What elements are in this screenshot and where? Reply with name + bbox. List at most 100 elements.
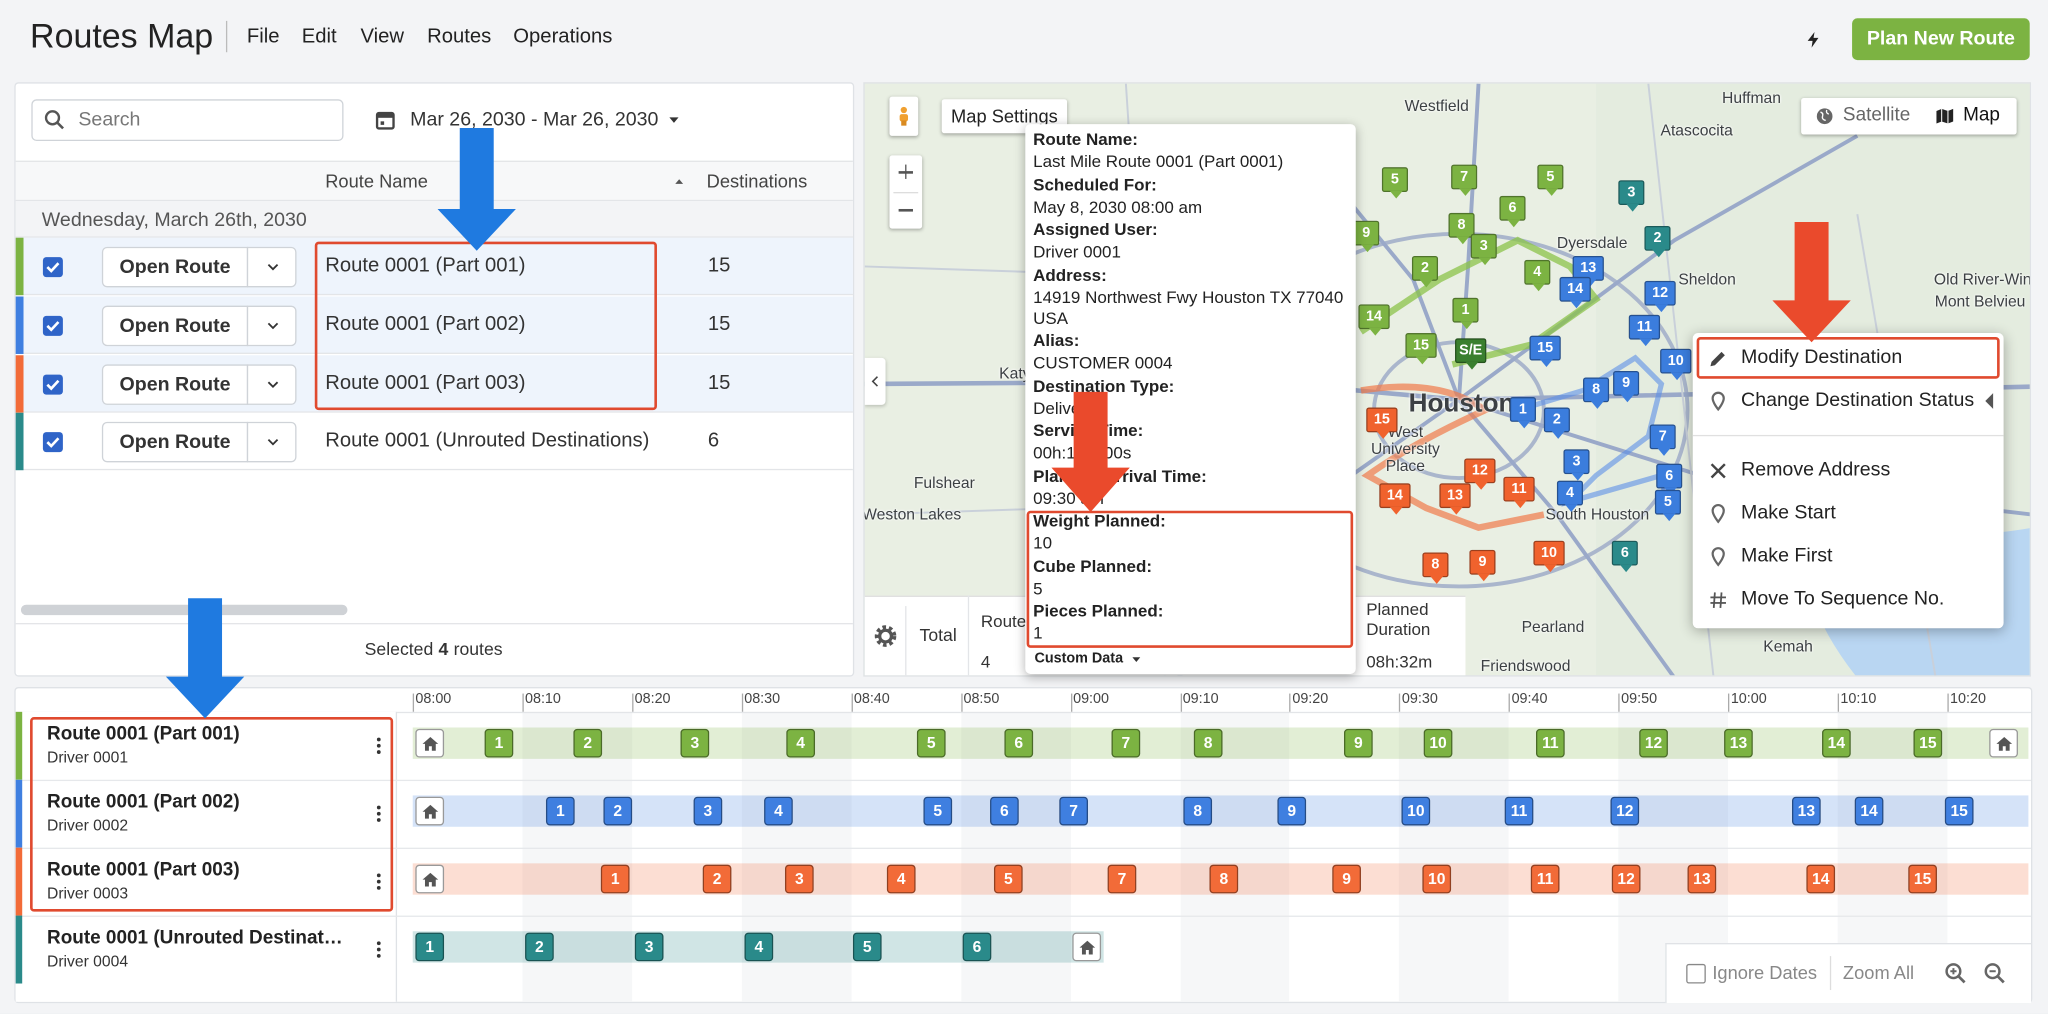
map-marker[interactable]: 8 [1448,212,1475,245]
context-menu-item[interactable]: Change Destination Status [1741,389,1975,412]
date-range[interactable]: Mar 26, 2030 - Mar 26, 2030 [410,108,659,131]
map-marker[interactable]: 1 [1509,397,1536,429]
timeline-stop[interactable]: 9 [1343,728,1373,758]
map-marker[interactable]: 5 [1654,489,1681,522]
timeline-stop[interactable]: 12 [1610,796,1640,826]
context-menu-item[interactable]: Modify Destination [1741,346,1903,369]
route-checkbox[interactable] [41,255,63,277]
timeline-stop[interactable]: 12 [1611,864,1641,894]
timeline-stop[interactable]: 4 [786,728,816,758]
map-marker[interactable]: 6 [1656,463,1683,496]
map-marker[interactable]: 6 [1611,540,1638,573]
menu-item[interactable]: Operations [513,25,613,48]
map-type-satellite[interactable]: Satellite [1842,104,1911,126]
map-marker[interactable]: 9 [1613,370,1640,403]
map-marker[interactable]: 15 [1529,335,1561,368]
context-menu-item[interactable]: Remove Address [1741,458,1891,481]
open-route-button[interactable]: Open Route [101,305,249,347]
timeline-stop[interactable]: 8 [1193,728,1223,758]
timeline-stop[interactable]: 6 [1004,728,1034,758]
map-marker[interactable]: 8 [1422,552,1449,584]
timeline-stop[interactable]: 12 [1639,728,1668,758]
map-marker[interactable]: 5 [1381,167,1408,199]
timeline-stop[interactable]: 5 [852,932,882,962]
open-route-button[interactable]: Open Route [101,246,249,288]
map-marker[interactable]: 12 [1464,458,1496,490]
map-marker[interactable]: 10 [1533,540,1565,573]
plan-new-route-button[interactable]: Plan New Route [1852,18,2030,61]
timeline-stop[interactable]: 1 [600,864,630,894]
timeline-stop[interactable]: 13 [1724,728,1753,758]
timeline-stop[interactable]: 4 [886,864,916,894]
timeline-stop[interactable]: 3 [693,796,723,826]
map-marker[interactable]: 14 [1559,276,1591,309]
map-marker[interactable]: 13 [1572,255,1604,288]
timeline-stop[interactable]: 11 [1530,864,1560,894]
settings-gear[interactable] [872,623,898,649]
timeline-stop[interactable]: 9 [1277,796,1307,826]
context-menu-item[interactable]: Make Start [1741,501,1836,524]
timeline-stop[interactable]: 15 [1913,728,1943,758]
timeline-stop[interactable]: 1 [484,728,514,758]
map-marker[interactable]: 2 [1411,255,1439,288]
map-marker[interactable]: 4 [1556,480,1584,512]
timeline-stop[interactable]: 3 [784,864,814,894]
map-marker[interactable]: 3 [1618,180,1645,212]
timeline-stop[interactable]: 5 [923,796,953,826]
row-menu[interactable] [368,871,389,892]
map-marker[interactable]: 4 [1524,259,1551,292]
timeline-stop[interactable]: 5 [993,864,1023,894]
row-menu[interactable] [368,939,389,960]
map-marker[interactable]: S/E [1455,338,1487,370]
timeline-stop[interactable]: 1 [545,796,575,826]
row-menu[interactable] [368,735,389,756]
timeline-stop[interactable]: 4 [744,932,774,962]
timeline-stop[interactable]: 15 [1908,864,1937,894]
menu-item[interactable]: View [360,25,405,48]
open-route-button[interactable]: Open Route [101,421,249,463]
context-menu-item[interactable]: Make First [1741,544,1833,567]
timeline-stop[interactable]: 6 [962,932,992,962]
zoom-all-button[interactable]: Zoom All [1842,962,1915,983]
timeline-stop[interactable]: 2 [603,796,633,826]
timeline-stop[interactable]: 8 [1209,864,1239,894]
timeline-stop[interactable]: 10 [1401,796,1431,826]
zoom-out-icon[interactable] [1982,961,2007,986]
timeline-stop[interactable]: 3 [634,932,664,962]
map-marker[interactable]: 14 [1379,483,1411,515]
popup-custom-data[interactable]: Custom Data [1034,650,1124,667]
timeline-stop[interactable]: 13 [1687,864,1717,894]
timeline-stop[interactable]: 2 [573,728,603,758]
map-marker[interactable]: 8 [1583,377,1610,409]
map-marker[interactable]: 3 [1563,449,1590,481]
map-marker[interactable]: 10 [1660,348,1692,381]
map-marker[interactable]: 7 [1451,164,1478,196]
map-marker[interactable]: 11 [1503,476,1535,509]
menu-item[interactable]: Routes [427,25,492,48]
timeline-stop[interactable]: 13 [1791,796,1821,826]
map-marker[interactable]: 6 [1499,195,1526,228]
timeline-stop[interactable]: 11 [1535,728,1565,758]
timeline-stop[interactable]: 11 [1504,796,1534,826]
timeline-stop[interactable]: 7 [1059,796,1088,826]
timeline-stop[interactable]: 7 [1107,864,1137,894]
map-marker[interactable]: 12 [1644,280,1676,313]
zoom-in-icon[interactable] [1943,961,1968,986]
map-marker[interactable]: 1 [1452,297,1479,330]
timeline-stop[interactable]: 10 [1422,864,1452,894]
timeline-stop[interactable]: 4 [764,796,793,826]
map-type-map[interactable]: Map [1963,104,2000,126]
ignore-dates-checkbox[interactable] [1686,963,1706,984]
row-menu[interactable] [368,803,389,824]
search-box[interactable] [31,99,344,142]
collapse-tab[interactable] [864,357,886,405]
timeline-stop[interactable]: 3 [680,728,710,758]
timeline-stop[interactable]: 8 [1183,796,1213,826]
map-marker[interactable]: 2 [1644,225,1671,258]
map-marker[interactable]: 3 [1470,233,1497,266]
timeline-stop[interactable]: 2 [702,864,732,894]
map-marker[interactable]: 7 [1649,424,1676,456]
route-checkbox[interactable] [41,430,63,452]
context-menu-item[interactable]: Move To Sequence No. [1741,587,1945,610]
route-checkbox[interactable] [41,373,63,395]
